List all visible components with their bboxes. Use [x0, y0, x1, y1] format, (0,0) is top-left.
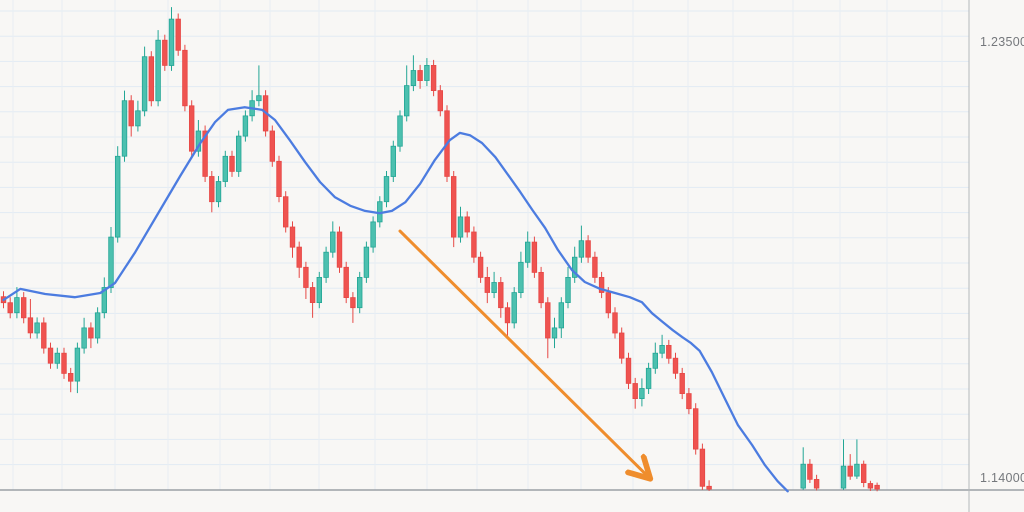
downtrend-arrow[interactable] [398, 229, 649, 477]
price-axis-label-bottom: 1.14000 [980, 470, 1024, 485]
candlestick-series [0, 7, 880, 492]
moving-average-line [2, 106, 789, 493]
price-axis-label-top: 1.23500 [980, 35, 1024, 49]
